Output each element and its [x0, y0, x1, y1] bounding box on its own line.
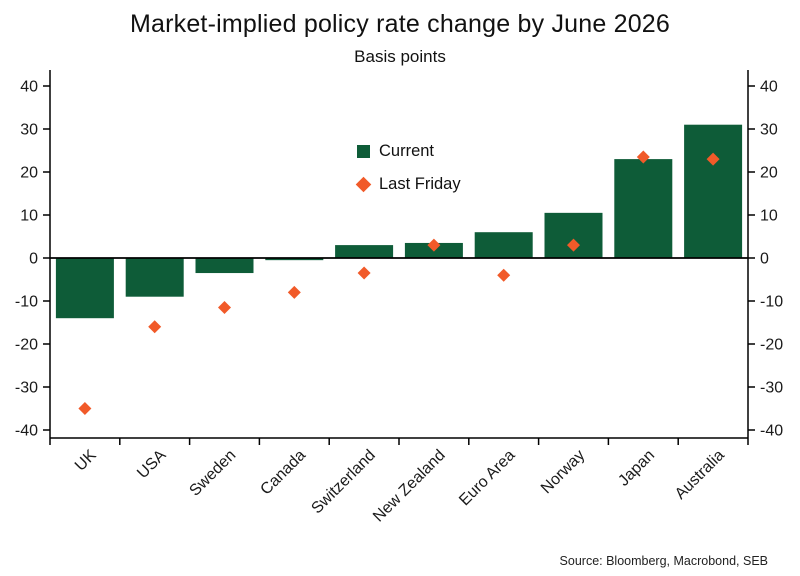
right-axis-label: -20 [760, 337, 783, 354]
bar-australia [684, 124, 743, 258]
right-axis-label: -40 [760, 423, 783, 440]
x-label-canada: Canada [257, 447, 309, 499]
x-label-new-zealand: New Zealand [370, 447, 449, 526]
bar-uk [55, 258, 114, 319]
legend-label-current: Current [379, 141, 435, 160]
chart-canvas: -40 -40 -30 -30 -20 -20 -10 -10 0 0 10 10 20 20 30 30 40… [15, 70, 783, 526]
left-axis-label: 40 [20, 79, 38, 96]
left-axis-label: 30 [20, 122, 38, 139]
x-label-japan: Japan [615, 447, 658, 490]
left-axis-label: -10 [15, 294, 38, 311]
right-axis-label: 10 [760, 208, 778, 225]
diamond-marker-usa [148, 320, 162, 334]
left-axis-label: 20 [20, 165, 38, 182]
diamond-marker-australia [706, 152, 720, 166]
left-axis-label: -20 [15, 337, 38, 354]
left-axis-label: -30 [15, 380, 38, 397]
bar-japan [614, 159, 673, 258]
bar-canada [265, 258, 324, 261]
bar-usa [125, 258, 184, 297]
diamond-marker-sweden [218, 300, 231, 314]
diamond-marker-euro-area [497, 268, 511, 282]
x-label-australia: Australia [672, 447, 728, 503]
x-label-sweden: Sweden [186, 447, 239, 500]
bar-euro-area [474, 232, 533, 258]
chart-title: Market-implied policy rate change by Jun… [129, 10, 671, 38]
x-label-usa: USA [134, 447, 170, 483]
diamond-marker-switzerland [357, 266, 371, 280]
legend-square-icon [357, 144, 370, 158]
right-axis-label: 40 [760, 79, 778, 96]
right-axis-label: 30 [760, 122, 778, 139]
x-label-norway: Norway [538, 447, 588, 497]
legend-diamond-icon [355, 176, 372, 192]
right-axis-label: -30 [760, 380, 783, 397]
x-label-switzerland: Switzerland [308, 447, 379, 518]
right-axis-label: 0 [760, 251, 769, 268]
diamond-marker-norway [567, 238, 580, 252]
diamond-marker-canada [287, 285, 301, 299]
chart-subtitle: Basis points [354, 47, 446, 66]
source-note: Source: Bloomberg, Macrobond, SEB [559, 554, 768, 568]
right-axis-label: -10 [760, 294, 783, 311]
legend-label-last-friday: Last Friday [379, 174, 461, 193]
legend-item-current: Current [357, 139, 461, 163]
bar-sweden [195, 258, 254, 274]
left-axis-label: 0 [29, 251, 38, 268]
diamond-marker-new-zealand [427, 238, 441, 252]
diamond-marker-uk [78, 402, 92, 415]
bar-switzerland [335, 245, 394, 258]
legend-item-last-friday: Last Friday [355, 172, 461, 196]
right-axis-label: 20 [760, 165, 778, 182]
left-axis-label: 10 [20, 208, 38, 225]
chart-legend: Current Last Friday [355, 139, 461, 205]
x-label-uk: UK [72, 447, 100, 475]
left-axis-label: -40 [15, 423, 38, 440]
diamond-marker-japan [636, 150, 650, 164]
x-label-euro-area: Euro Area [456, 447, 518, 509]
